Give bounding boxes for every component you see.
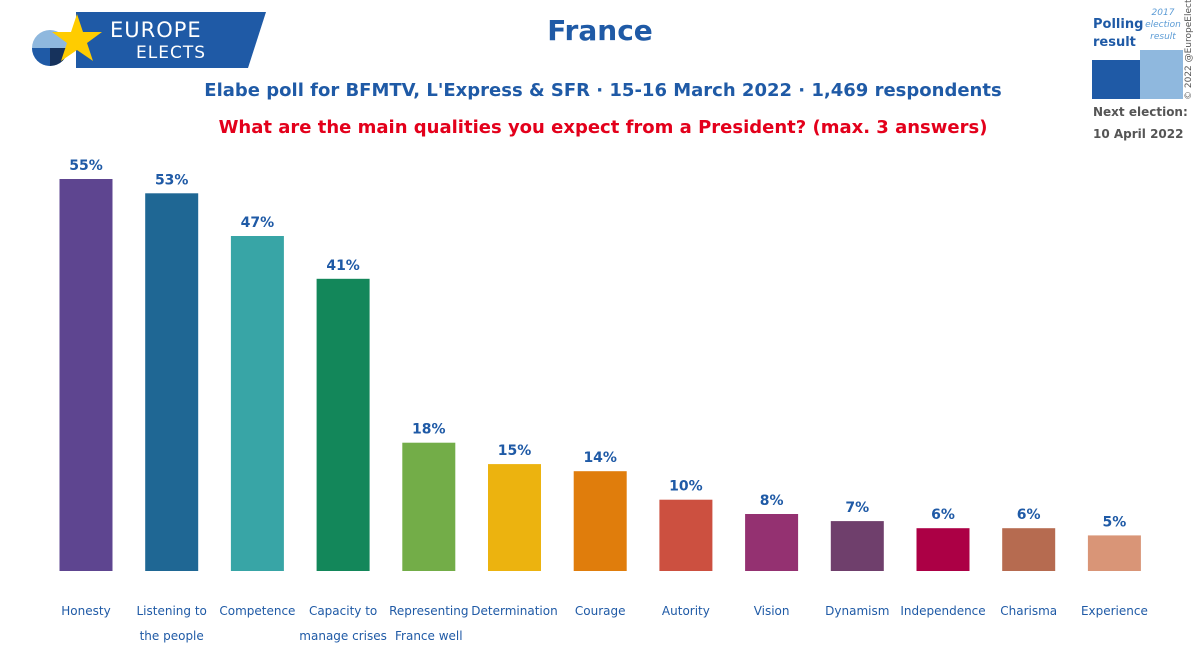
category-label-6: Courage <box>575 604 626 618</box>
bar-10 <box>916 528 970 571</box>
value-label-4: 18% <box>412 422 446 438</box>
category-label-5: Determination <box>471 604 557 618</box>
bar-1 <box>145 193 199 572</box>
poll-question: What are the main qualities you expect f… <box>218 117 988 138</box>
value-label-12: 5% <box>1103 514 1127 530</box>
bar-4 <box>402 442 456 571</box>
next-election-label: Next election: <box>1093 105 1188 119</box>
value-label-7: 10% <box>669 479 703 495</box>
bar-9 <box>830 521 884 571</box>
category-label-0: Honesty <box>61 604 110 618</box>
logo-text-europe: EUROPE <box>110 18 202 42</box>
bar-8 <box>745 514 799 571</box>
category-label-3-line-1: manage crises <box>299 629 387 643</box>
bar-11 <box>1002 528 1056 571</box>
category-label-7: Autority <box>662 604 710 618</box>
value-label-8: 8% <box>760 493 784 509</box>
chart-subtitle: Elabe poll for BFMTV, L'Express & SFR · … <box>204 80 1002 101</box>
value-label-5: 15% <box>498 443 532 459</box>
value-label-0: 55% <box>69 158 103 174</box>
category-label-3-line-0: Capacity to <box>309 604 377 618</box>
value-label-10: 6% <box>931 507 955 523</box>
logo-text-elects: ELECTS <box>136 43 206 63</box>
category-label-12: Experience <box>1081 604 1148 618</box>
category-label-2: Competence <box>219 604 295 618</box>
bar-2 <box>230 236 284 571</box>
legend-polling-swatch <box>1092 60 1140 99</box>
legend-previous-swatch <box>1140 50 1183 99</box>
legend-panel: Polling result 2017 election result Next… <box>1090 4 1195 144</box>
bar-3 <box>316 278 370 571</box>
value-label-6: 14% <box>583 450 617 466</box>
value-label-1: 53% <box>155 172 189 188</box>
category-label-8: Vision <box>754 604 790 618</box>
category-label-11: Charisma <box>1000 604 1057 618</box>
legend-previous-label: 2017 election result <box>1145 8 1181 42</box>
legend-polling-label: Polling result <box>1093 17 1144 50</box>
category-label-4-line-1: France well <box>395 629 463 643</box>
value-label-3: 41% <box>326 258 360 274</box>
europe-elects-logo: EUROPE ELECTS <box>22 12 272 68</box>
bar-7 <box>659 499 713 571</box>
category-label-10: Independence <box>900 604 985 618</box>
category-label-9: Dynamism <box>825 604 889 618</box>
bar-6 <box>573 471 627 571</box>
bar-12 <box>1087 535 1141 571</box>
category-label-1-line-0: Listening to <box>137 604 207 618</box>
chart-title: France <box>547 14 653 47</box>
bar-0 <box>59 179 113 571</box>
value-label-9: 7% <box>845 500 869 516</box>
category-label-4-line-0: Representing <box>389 604 468 618</box>
bar-5 <box>488 464 541 571</box>
next-election-date: 10 April 2022 <box>1093 127 1184 141</box>
category-label-1-line-1: the people <box>140 629 204 643</box>
value-label-2: 47% <box>241 215 275 231</box>
logo-graphic <box>32 12 266 68</box>
value-label-11: 6% <box>1017 507 1041 523</box>
